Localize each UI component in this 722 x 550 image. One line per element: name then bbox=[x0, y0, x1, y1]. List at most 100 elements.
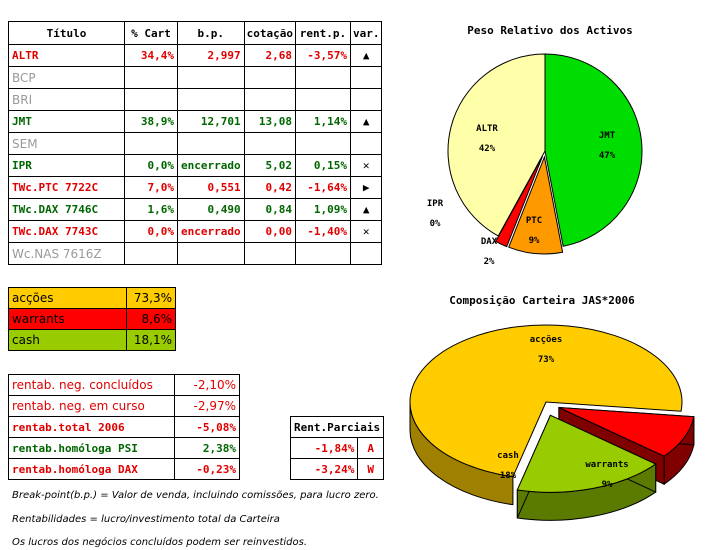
pie1-pct-altr: 42% bbox=[479, 144, 496, 154]
pie1-label-ptc: PTC bbox=[526, 216, 542, 226]
parciais-value-w: -3,24% bbox=[289, 458, 359, 480]
note-break-point: Break-point(b.p.) = Valor de venda, incl… bbox=[12, 490, 379, 501]
rentab-label: rentab.homóloga PSI bbox=[8, 437, 175, 459]
holding-row: IPR 0,0% encerrado 5,02 0,15% ✕ bbox=[8, 154, 383, 177]
rentab-row: rentab.homóloga DAX -0,23% bbox=[8, 458, 240, 480]
holding-pct: 34,4% bbox=[124, 44, 178, 67]
rentab-value: -5,08% bbox=[174, 416, 240, 438]
holding-pct: 0,0% bbox=[124, 154, 178, 177]
rentab-value: -0,23% bbox=[174, 458, 240, 480]
pie2-slice-accoes bbox=[409, 324, 683, 506]
pie1-slice-altr bbox=[447, 53, 546, 237]
holding-pct bbox=[124, 66, 178, 89]
rentab-row: rentab.homóloga PSI 2,38% bbox=[8, 437, 240, 459]
holding-name: BCP bbox=[8, 66, 125, 89]
pie2-pct-warrants: 9% bbox=[602, 480, 613, 490]
holding-name: IPR bbox=[8, 154, 125, 177]
pie1-label-altr: ALTR bbox=[476, 124, 498, 134]
holding-row: JMT 38,9% 12,701 13,08 1,14% ▲ bbox=[8, 110, 383, 133]
header-var: var. bbox=[349, 21, 383, 45]
holding-var-icon: ✕ bbox=[349, 154, 383, 177]
holding-cotacao bbox=[243, 132, 296, 155]
holding-rent: 1,14% bbox=[294, 110, 351, 133]
pie1-label-ipr: IPR bbox=[427, 199, 444, 209]
pie2-title: Composição Carteira JAS*2006 bbox=[449, 294, 635, 307]
holding-row: BCP bbox=[8, 66, 383, 89]
holding-pct: 1,6% bbox=[124, 198, 178, 221]
holding-row: TWc.DAX 7743C 0,0% encerrado 0,00 -1,40% ✕ bbox=[8, 220, 383, 243]
holding-var-icon: ▲ bbox=[349, 110, 383, 133]
holding-bp bbox=[177, 242, 245, 265]
holding-cotacao: 0,00 bbox=[243, 220, 296, 243]
allocation-row: warrants 8,6% bbox=[8, 308, 176, 330]
holding-rent bbox=[294, 242, 351, 265]
rentab-label: rentab. neg. concluídos bbox=[8, 374, 175, 396]
holding-bp bbox=[177, 132, 245, 155]
holding-var-icon: ▲ bbox=[349, 44, 383, 67]
holding-name: BRI bbox=[8, 88, 125, 111]
holding-var-icon: ▲ bbox=[349, 198, 383, 221]
rentab-value: -2,97% bbox=[174, 395, 240, 417]
holding-row: ALTR 34,4% 2,997 2,68 -3,57% ▲ bbox=[8, 44, 383, 67]
holding-pct: 0,0% bbox=[124, 220, 178, 243]
allocation-label: acções bbox=[8, 287, 127, 309]
pie1-slice-jmt bbox=[544, 53, 643, 247]
holding-row: Wc.NAS 7616Z bbox=[8, 242, 383, 265]
rentab-row: rentab.total 2006 -5,08% bbox=[8, 416, 240, 438]
holding-cotacao bbox=[243, 242, 296, 265]
holding-name: SEM bbox=[8, 132, 125, 155]
rent-parciais-header: Rent.Parciais bbox=[289, 416, 385, 438]
pie2-label-warrants: warrants bbox=[585, 460, 628, 470]
header-cotacao: cotação bbox=[243, 21, 296, 45]
holding-pct: 7,0% bbox=[124, 176, 178, 199]
pie1-pct-ipr: 0% bbox=[430, 219, 441, 229]
holding-cotacao: 0,42 bbox=[243, 176, 296, 199]
holding-bp: encerrado bbox=[177, 154, 245, 177]
pie1-label-dax: DAX bbox=[481, 237, 498, 247]
pie2-pct-accoes: 73% bbox=[538, 355, 555, 365]
holding-rent: 1,09% bbox=[294, 198, 351, 221]
allocation-label: cash bbox=[8, 329, 127, 351]
allocation-label: warrants bbox=[8, 308, 127, 330]
holding-row: SEM bbox=[8, 132, 383, 155]
holding-name: JMT bbox=[8, 110, 125, 133]
holding-cotacao: 0,84 bbox=[243, 198, 296, 221]
pie2-slice-cash bbox=[516, 414, 657, 521]
holding-bp: 2,997 bbox=[177, 44, 245, 67]
holding-rent bbox=[294, 66, 351, 89]
holding-bp: 0,490 bbox=[177, 198, 245, 221]
holding-pct bbox=[124, 242, 178, 265]
pie1-pct-dax: 2% bbox=[484, 257, 495, 267]
allocation-value: 18,1% bbox=[126, 329, 176, 351]
rentab-value: 2,38% bbox=[174, 437, 240, 459]
holding-rent: 0,15% bbox=[294, 154, 351, 177]
holding-rent bbox=[294, 88, 351, 111]
rentab-row: rentab. neg. concluídos -2,10% bbox=[8, 374, 240, 396]
holding-name: ALTR bbox=[8, 44, 125, 67]
holdings-header-row: Título % Cart b.p. cotação rent.p. var. bbox=[8, 21, 383, 45]
holdings-table: Título % Cart b.p. cotação rent.p. var. … bbox=[8, 21, 383, 265]
header-rent-p: rent.p. bbox=[294, 21, 351, 45]
rentab-value: -2,10% bbox=[174, 374, 240, 396]
holding-pct: 38,9% bbox=[124, 110, 178, 133]
pie1-title: Peso Relativo dos Activos bbox=[467, 24, 633, 37]
pie1-slice-ptc bbox=[508, 155, 564, 255]
holding-pct bbox=[124, 88, 178, 111]
holding-row: TWc.DAX 7746C 1,6% 0,490 0,84 1,09% ▲ bbox=[8, 198, 383, 221]
rentab-label: rentab.homóloga DAX bbox=[8, 458, 175, 480]
holding-cotacao bbox=[243, 88, 296, 111]
holding-var-icon: ▶ bbox=[349, 176, 383, 199]
header-bp: b.p. bbox=[177, 21, 245, 45]
holding-cotacao: 5,02 bbox=[243, 154, 296, 177]
holding-var-icon bbox=[349, 242, 383, 265]
allocation-row: cash 18,1% bbox=[8, 329, 176, 351]
pie2-label-cash: cash bbox=[497, 451, 519, 461]
holding-var-icon bbox=[349, 88, 383, 111]
holding-name: Wc.NAS 7616Z bbox=[8, 242, 125, 265]
holding-bp: 12,701 bbox=[177, 110, 245, 133]
header-titulo: Título bbox=[8, 21, 125, 45]
holding-bp bbox=[177, 66, 245, 89]
holding-name: TWc.DAX 7746C bbox=[8, 198, 125, 221]
pie2-label-accoes: acções bbox=[530, 335, 563, 345]
parciais-tag-a: A bbox=[357, 437, 385, 459]
